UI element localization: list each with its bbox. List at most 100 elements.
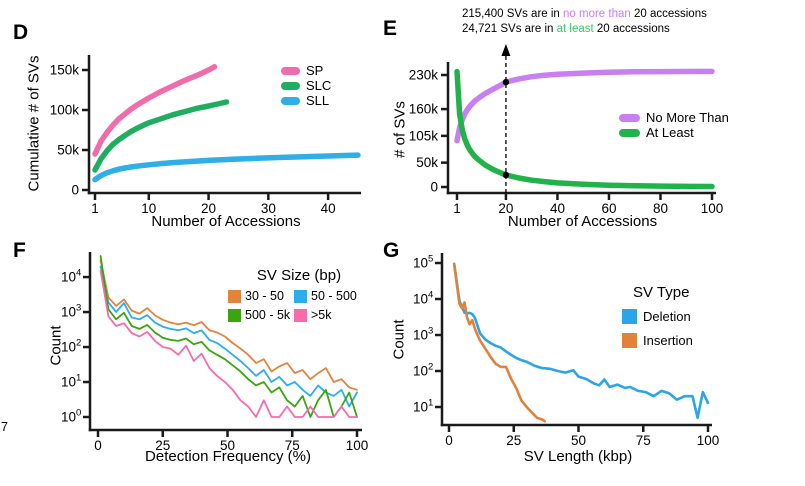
panel-E-y-tick-label: 0 <box>430 180 438 195</box>
legend-item-50-500: 50 - 500 <box>294 290 357 303</box>
annotation-line-2: 24,721 SVs are in at least 20 accessions <box>462 22 707 37</box>
panel-D-y-tick-label: 150k <box>50 63 80 78</box>
panel-F-series-30---50 <box>99 259 358 391</box>
legend-swatch-30-50 <box>228 290 241 303</box>
axis-title-y-E: # of SVs <box>391 101 409 158</box>
panel-F-x-tick-label: 50 <box>220 438 235 453</box>
legend-label-at-least: At Least <box>646 125 694 140</box>
legend-D: SP SLC SLL <box>281 63 331 108</box>
annotation-1-pre: 215,400 SVs are in <box>462 8 564 20</box>
axis-title-x-F: Detection Frequency (%) <box>145 448 311 465</box>
legend-swatch-SLC <box>281 81 300 90</box>
legend-swatch-no-more-than <box>619 113 640 122</box>
legend-label-500-5k: 500 - 5k <box>245 308 291 323</box>
legend-item-no-more-than: No More Than <box>619 110 729 125</box>
panel-label-E: E <box>383 17 398 40</box>
panel-E-y-tick-label: 50k <box>416 155 438 170</box>
panel-E-x-tick-label: 1 <box>453 201 461 216</box>
panel-F-y-tick-label: 104 <box>61 268 81 285</box>
panel-E-y-tick-label: 105k <box>409 128 439 143</box>
legend-F-row-1: 30 - 50 50 - 500 <box>228 290 370 303</box>
legend-label-5k-plus: >5k <box>311 308 332 323</box>
panel-E-y-tick-label: 160k <box>409 102 439 117</box>
legend-F: SV Size (bp) 30 - 50 50 - 500 500 - 5k >… <box>228 267 370 322</box>
panel-G-y-tick-label: 105 <box>413 254 433 271</box>
legend-G-title: SV Type <box>633 284 690 301</box>
axis-title-y-F: Count <box>47 325 65 366</box>
panel-F-y-tick-label: 102 <box>61 338 81 355</box>
panel-G-y-tick-label: 103 <box>413 326 433 343</box>
panel-D-series-SLL <box>92 152 361 183</box>
legend-F-title: SV Size (bp) <box>256 267 342 284</box>
legend-item-500-5k: 500 - 5k <box>228 309 294 322</box>
panel-G-x-tick-label: 0 <box>445 433 453 448</box>
legend-item-SLL: SLL <box>281 93 331 108</box>
legend-item-deletion: Deletion <box>622 309 693 324</box>
panel-D-x-tick-label: 10 <box>141 201 156 216</box>
legend-item-SLC: SLC <box>281 78 331 93</box>
axis-title-x-E: Number of Accessions <box>507 213 658 230</box>
panel-F-x-tick-label: 75 <box>285 438 300 453</box>
panel-G-x-tick-label: 25 <box>506 433 521 448</box>
legend-swatch-50-500 <box>294 290 307 303</box>
legend-swatch-at-least <box>619 128 640 137</box>
panel-F-x-tick-label: 25 <box>155 438 170 453</box>
panel-E-x-tick-label: 40 <box>550 201 565 216</box>
panel-G-x-tick-label: 100 <box>697 433 720 448</box>
annotation-2-pre: 24,721 SVs are in <box>462 23 557 35</box>
legend-swatch-SLL <box>281 96 300 105</box>
legend-label-deletion: Deletion <box>643 309 691 324</box>
legend-item-SP: SP <box>281 63 331 78</box>
panel-D-x-tick-label: 20 <box>201 201 216 216</box>
panel-E-y-tick-label: 230k <box>409 68 439 83</box>
axis-title-y-D: Cumulative # of SVs <box>25 55 43 192</box>
panel-E-marker-arrowhead <box>501 44 511 56</box>
axis-title-x-D: Number of Accessions <box>151 213 301 230</box>
panel-F-series-500---5k <box>99 255 358 418</box>
panel-E-x-tick-label: 20 <box>498 201 513 216</box>
panel-F-series-50---500 <box>99 265 358 408</box>
legend-label-no-more-than: No More Than <box>646 110 729 125</box>
legend-F-row-2: 500 - 5k >5k <box>228 309 370 322</box>
legend-swatch-5k-plus <box>294 309 307 322</box>
panel-E-marker-dot <box>502 171 510 179</box>
panel-G-y-tick-label: 102 <box>413 362 433 379</box>
annotation-2-highlight: at least <box>556 23 594 35</box>
panel-G-x-tick-label: 50 <box>571 433 586 448</box>
panel-F-series->5k <box>99 269 358 418</box>
legend-G: SV Type Deletion Insertion <box>622 284 693 348</box>
panel-D-series-SP <box>92 64 218 157</box>
legend-item-5k-plus: >5k <box>294 309 332 322</box>
panel-D-y-tick-label: 0 <box>71 183 79 198</box>
annotation-2-post: 20 accessions <box>593 23 670 35</box>
panel-G-series-Insertion <box>452 263 547 423</box>
panel-D-y-tick-label: 100k <box>50 103 80 118</box>
panel-label-F: F <box>13 239 26 262</box>
panel-D-series-SLC <box>92 99 230 173</box>
annotation-line-1: 215,400 SVs are in no more than 20 acces… <box>462 7 707 22</box>
annotation-1-post: 20 accessions <box>630 8 707 20</box>
legend-item-insertion: Insertion <box>622 333 693 348</box>
panel-G-series-Deletion <box>452 262 710 420</box>
panel-E-x-tick-label: 100 <box>701 201 724 216</box>
panel-G-y-tick-label: 104 <box>413 290 433 307</box>
panel-label-D: D <box>13 21 29 44</box>
axis-title-x-G: SV Length (kbp) <box>523 448 633 465</box>
axis-title-y-G: Count <box>390 319 408 360</box>
legend-item-30-50: 30 - 50 <box>228 290 294 303</box>
stray-text: 7 <box>1 420 8 434</box>
legend-swatch-SP <box>281 66 300 75</box>
legend-label-insertion: Insertion <box>643 333 693 348</box>
panel-D-y-tick-label: 50k <box>57 143 79 158</box>
legend-label-50-500: 50 - 500 <box>311 289 357 304</box>
panel-E-x-tick-label: 60 <box>601 201 616 216</box>
legend-label-SP: SP <box>306 63 324 78</box>
legend-label-SLC: SLC <box>306 78 332 93</box>
panel-F-y-tick-label: 101 <box>61 373 81 390</box>
panel-D-x-tick-label: 40 <box>321 201 336 216</box>
legend-item-at-least: At Least <box>619 125 729 140</box>
panel-G-x-tick-label: 75 <box>636 433 651 448</box>
panel-G-y-tick-label: 101 <box>413 398 433 415</box>
legend-label-30-50: 30 - 50 <box>245 289 284 304</box>
